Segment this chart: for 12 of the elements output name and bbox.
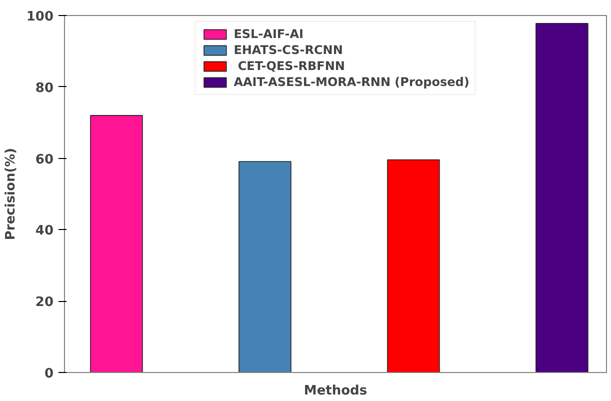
y-tick-label: 80 [35,80,54,96]
y-tick-label: 40 [35,224,54,239]
y-tick-label: 60 [35,152,54,168]
x-axis-title: Methods [304,384,368,398]
y-tick-label: 20 [35,295,54,310]
legend-label: AAIT-ASESL-MORA-RNN (Proposed) [234,75,470,89]
legend-label: EHATS-CS-RCNN [234,43,343,57]
y-tick-label: 100 [26,10,54,24]
y-axis-title: Precision(%) [3,148,18,240]
legend-label: CET-QES-RBFNN [236,59,345,73]
legend-label: ESL-AIF-AI [234,27,304,41]
y-tick-label: 0 [44,366,54,382]
